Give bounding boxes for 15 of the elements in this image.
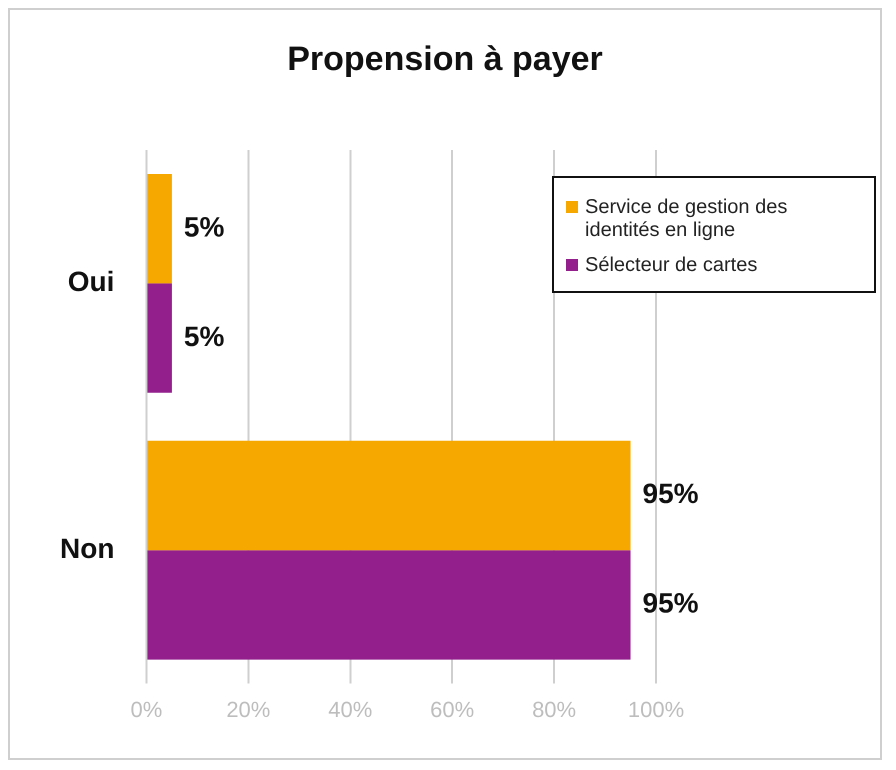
- data-label: 95%: [642, 478, 699, 510]
- y-tick-label: Non: [60, 532, 114, 564]
- x-tick-label: 40%: [328, 696, 372, 722]
- x-tick-label: 80%: [532, 696, 576, 722]
- x-tick-label: 20%: [226, 696, 270, 722]
- legend-label: Service de gestion des identités en ligne: [585, 196, 788, 242]
- x-tick-label: 60%: [430, 696, 474, 722]
- x-tick-label: 0%: [130, 696, 162, 722]
- chart-title: Propension à payer: [286, 40, 604, 79]
- data-label: 5%: [184, 211, 224, 242]
- legend-label: Sélecteur de cartes: [585, 254, 758, 277]
- x-tick-label: 100%: [628, 696, 684, 722]
- data-label: 5%: [184, 320, 224, 352]
- y-tick-label: Oui: [68, 266, 114, 298]
- data-label: 95%: [642, 588, 699, 619]
